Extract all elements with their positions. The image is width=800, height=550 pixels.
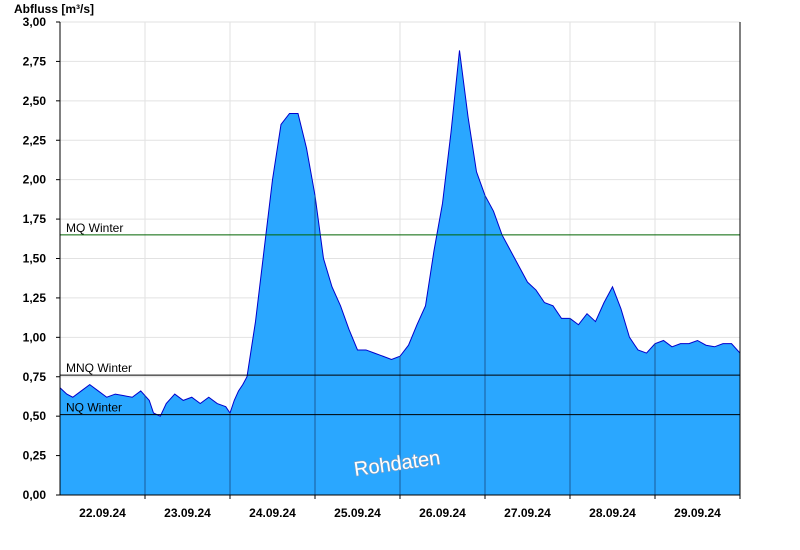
- vertical-grid-layer: [144, 195, 656, 495]
- x-tick-label: 26.09.24: [419, 506, 466, 520]
- x-tick-label: 23.09.24: [164, 506, 211, 520]
- reference-line-label: MNQ Winter: [66, 361, 132, 375]
- y-tick-label: 0,00: [23, 488, 47, 502]
- x-tick-label: 28.09.24: [589, 506, 636, 520]
- axis-layer: 0,00 0,25 0,50 0,75 1,00 1,25 1,50 1,75 2,00 2,25…: [23, 15, 741, 520]
- x-tick-label: 22.09.24: [79, 506, 126, 520]
- y-tick-label: 1,50: [23, 252, 47, 266]
- y-tick-label: 1,25: [23, 291, 47, 305]
- reference-lines-layer: MQ Winter MNQ Winter NQ Winter: [60, 221, 740, 416]
- y-tick-label: 2,00: [23, 173, 47, 187]
- y-tick-label: 0,50: [23, 409, 47, 423]
- y-tick-label: 0,25: [23, 449, 47, 463]
- reference-line-label: NQ Winter: [66, 401, 122, 415]
- y-tick-label: 2,25: [23, 133, 47, 147]
- y-tick-label: 1,00: [23, 330, 47, 344]
- y-axis-title: Abfluss [m³/s]: [14, 2, 95, 16]
- discharge-line: [59, 50, 741, 417]
- y-tick-label: 2,50: [23, 94, 47, 108]
- x-tick-label: 24.09.24: [249, 506, 296, 520]
- reference-line-label: MQ Winter: [66, 221, 123, 235]
- y-tick-label: 3,00: [23, 15, 47, 29]
- y-tick-label: 1,75: [23, 212, 47, 226]
- x-tick-label: 27.09.24: [504, 506, 551, 520]
- x-tick-label: 25.09.24: [334, 506, 381, 520]
- x-tick-label: 29.09.24: [674, 506, 721, 520]
- y-tick-label: 2,75: [23, 54, 47, 68]
- y-tick-label: 0,75: [23, 370, 47, 384]
